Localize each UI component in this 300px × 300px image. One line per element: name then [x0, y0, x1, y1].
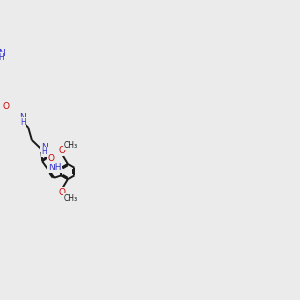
Text: O: O — [3, 102, 10, 111]
Text: H: H — [41, 147, 47, 156]
Text: CH₃: CH₃ — [63, 194, 77, 202]
Text: N: N — [19, 113, 26, 122]
Text: CH₃: CH₃ — [63, 141, 77, 150]
Text: N: N — [0, 49, 4, 58]
Text: O: O — [47, 154, 54, 163]
Text: O: O — [58, 146, 65, 155]
Text: O: O — [58, 188, 65, 197]
Text: N: N — [41, 143, 48, 152]
Text: H: H — [0, 53, 4, 62]
Text: NH: NH — [48, 163, 61, 172]
Text: H: H — [20, 118, 26, 127]
